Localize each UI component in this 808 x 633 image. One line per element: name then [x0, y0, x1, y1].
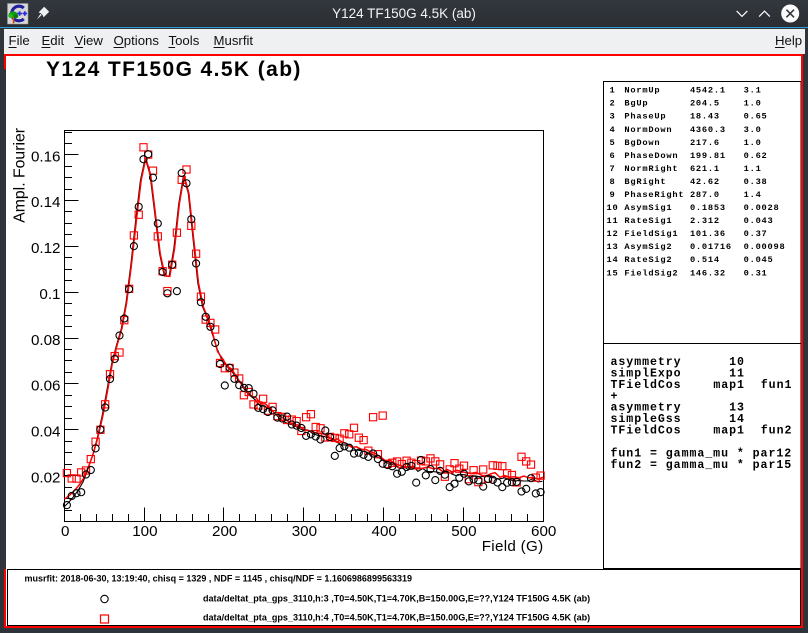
svg-text:18.43: 18.43	[690, 112, 720, 122]
svg-text:13: 13	[607, 242, 619, 252]
svg-text:musrfit: 2018-06-30, 13:19:40,: musrfit: 2018-06-30, 13:19:40, chisq = 1…	[25, 574, 412, 584]
svg-text:fun2 = gamma_mu * par15 *: fun2 = gamma_mu * par15 *	[611, 459, 802, 472]
svg-text:5: 5	[610, 138, 616, 148]
svg-text:0.12: 0.12	[31, 240, 61, 257]
svg-text:600: 600	[531, 523, 556, 540]
svg-text:NormUp: NormUp	[624, 86, 660, 96]
svg-text:0.02: 0.02	[31, 469, 61, 486]
svg-text:1.0: 1.0	[744, 138, 762, 148]
svg-text:7: 7	[610, 164, 616, 174]
svg-text:BgUp: BgUp	[624, 99, 648, 109]
svg-text:0.06: 0.06	[31, 378, 61, 395]
svg-text:RateSig2: RateSig2	[624, 255, 672, 265]
svg-text:0: 0	[61, 523, 69, 540]
svg-text:14: 14	[729, 413, 745, 426]
svg-text:400: 400	[372, 523, 397, 540]
svg-text:42.62: 42.62	[690, 177, 720, 187]
svg-text:0.04: 0.04	[31, 424, 61, 441]
svg-text:0.1: 0.1	[39, 286, 60, 303]
svg-text:0.0028: 0.0028	[744, 203, 780, 213]
svg-text:9: 9	[610, 190, 616, 200]
svg-text:13: 13	[729, 402, 745, 415]
svg-text:BgDown: BgDown	[624, 138, 660, 148]
svg-text:200: 200	[212, 523, 237, 540]
svg-text:10: 10	[729, 356, 745, 369]
svg-text:0.14: 0.14	[31, 194, 61, 211]
svg-text:14: 14	[607, 255, 619, 265]
svg-text:0.16: 0.16	[31, 148, 61, 165]
svg-text:300: 300	[292, 523, 317, 540]
svg-text:11: 11	[607, 216, 619, 226]
svg-text:2.312: 2.312	[690, 216, 720, 226]
svg-text:TFieldCos: TFieldCos	[611, 379, 682, 392]
svg-text:TFieldCos: TFieldCos	[611, 425, 682, 438]
svg-text:15: 15	[607, 268, 619, 278]
svg-text:PhaseDown: PhaseDown	[624, 151, 678, 161]
svg-text:PhaseUp: PhaseUp	[624, 112, 666, 122]
svg-text:0.31: 0.31	[744, 268, 768, 278]
svg-text:0.08: 0.08	[31, 332, 61, 349]
svg-text:0.043: 0.043	[744, 216, 774, 226]
svg-text:fun1 = gamma_mu * par12 *: fun1 = gamma_mu * par12 *	[611, 447, 802, 460]
svg-text:3: 3	[610, 112, 616, 122]
svg-text:asymmetry: asymmetry	[611, 356, 682, 369]
svg-text:146.32: 146.32	[690, 268, 726, 278]
svg-text:0.62: 0.62	[744, 151, 768, 161]
svg-text:10: 10	[607, 203, 619, 213]
svg-text:data/deltat_pta_gps_3110,h:4 ,: data/deltat_pta_gps_3110,h:4 ,T0=4.50K,T…	[203, 612, 590, 622]
svg-text:Ampl. Fourier: Ampl. Fourier	[12, 128, 29, 223]
svg-text:0.65: 0.65	[744, 112, 768, 122]
svg-text:0.37: 0.37	[744, 229, 768, 239]
svg-text:BgRight: BgRight	[624, 177, 666, 187]
svg-text:6: 6	[610, 151, 616, 161]
svg-text:500: 500	[451, 523, 476, 540]
svg-text:NormDown: NormDown	[624, 125, 672, 135]
svg-text:101.36: 101.36	[690, 229, 726, 239]
svg-text:0.01716: 0.01716	[690, 242, 732, 252]
svg-text:+: +	[611, 390, 619, 403]
svg-text:0.514: 0.514	[690, 255, 720, 265]
svg-text:PhaseRight: PhaseRight	[624, 190, 684, 200]
svg-text:3.1: 3.1	[744, 86, 762, 96]
svg-text:287.0: 287.0	[690, 190, 720, 200]
svg-text:621.1: 621.1	[690, 164, 720, 174]
svg-text:4360.3: 4360.3	[690, 125, 726, 135]
svg-text:12: 12	[607, 229, 619, 239]
svg-text:simplExpo: simplExpo	[611, 367, 682, 380]
svg-text:RateSig1: RateSig1	[624, 216, 672, 226]
svg-text:data/deltat_pta_gps_3110,h:3 ,: data/deltat_pta_gps_3110,h:3 ,T0=4.50K,T…	[203, 593, 590, 603]
svg-text:0.1853: 0.1853	[690, 203, 726, 213]
svg-text:fun1: fun1	[761, 379, 793, 392]
svg-text:AsymSig2: AsymSig2	[624, 242, 672, 252]
svg-text:1.4: 1.4	[744, 190, 762, 200]
svg-text:4542.1: 4542.1	[690, 86, 726, 96]
svg-text:3.0: 3.0	[744, 125, 762, 135]
svg-text:fun2: fun2	[761, 425, 793, 438]
svg-text:FieldSig2: FieldSig2	[624, 268, 678, 278]
svg-text:0.00098: 0.00098	[744, 242, 786, 252]
svg-text:simpleGss: simpleGss	[611, 413, 682, 426]
svg-text:11: 11	[729, 367, 745, 380]
svg-text:AsymSig1: AsymSig1	[624, 203, 672, 213]
svg-text:map1: map1	[713, 379, 745, 392]
svg-text:Field (G): Field (G)	[482, 538, 544, 555]
svg-text:Y124 TF150G 4.5K (ab): Y124 TF150G 4.5K (ab)	[46, 58, 302, 81]
svg-text:217.6: 217.6	[690, 138, 720, 148]
svg-text:2: 2	[610, 99, 616, 109]
svg-text:199.81: 199.81	[690, 151, 726, 161]
svg-text:1.1: 1.1	[744, 164, 762, 174]
svg-text:1.0: 1.0	[744, 99, 762, 109]
svg-text:asymmetry: asymmetry	[611, 402, 682, 415]
svg-text:0.045: 0.045	[744, 255, 774, 265]
svg-text:FieldSig1: FieldSig1	[624, 229, 678, 239]
svg-text:100: 100	[132, 523, 157, 540]
svg-text:NormRight: NormRight	[624, 164, 678, 174]
svg-text:4: 4	[610, 125, 616, 135]
svg-text:0.38: 0.38	[744, 177, 768, 187]
svg-text:8: 8	[610, 177, 616, 187]
svg-text:204.5: 204.5	[690, 99, 720, 109]
svg-text:map1: map1	[713, 425, 745, 438]
svg-text:1: 1	[610, 86, 616, 96]
